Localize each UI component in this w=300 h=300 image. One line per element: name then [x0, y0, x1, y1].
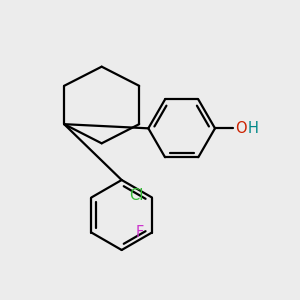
Text: H: H	[247, 121, 258, 136]
Text: Cl: Cl	[129, 188, 144, 203]
Text: O: O	[235, 121, 247, 136]
Text: F: F	[135, 225, 144, 240]
